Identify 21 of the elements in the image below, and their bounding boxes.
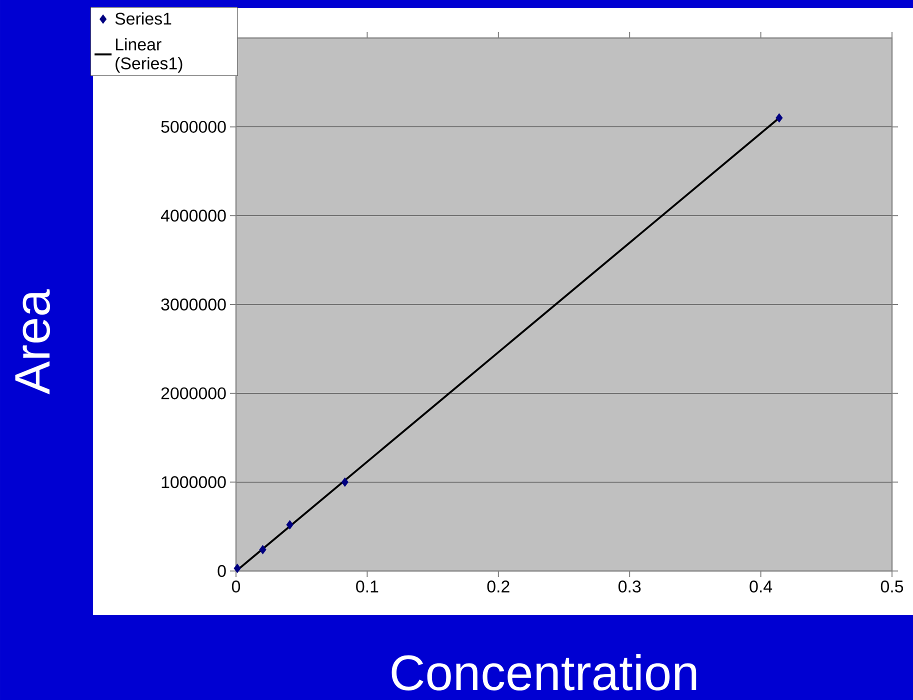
x-tick-label: 0.3 <box>618 580 641 593</box>
y-tick-label: 4000000 <box>160 210 226 222</box>
legend-label: Linear (Series1) <box>116 38 182 73</box>
x-axis-title: Concentration <box>392 654 696 691</box>
legend-label: Series1 <box>115 12 172 25</box>
y-tick-label: 3000000 <box>161 298 226 310</box>
y-tick-label: 5000000 <box>161 120 226 133</box>
y-tick-label: 1000000 <box>162 476 226 488</box>
point <box>286 520 294 530</box>
y-tick-label: 2000000 <box>161 387 226 400</box>
point <box>234 564 241 574</box>
y-axis-title: Area <box>15 289 50 394</box>
point <box>259 544 266 554</box>
x-tick-label: 0.2 <box>487 580 510 593</box>
point <box>776 113 783 123</box>
y-tick-label: 0 <box>218 564 226 577</box>
x-tick-label: 0.1 <box>356 580 378 593</box>
x-tick-label: 0.4 <box>750 580 772 593</box>
point <box>341 477 348 487</box>
x-tick-label: 0.5 <box>880 580 904 593</box>
x-tick-label: 0 <box>232 580 240 593</box>
